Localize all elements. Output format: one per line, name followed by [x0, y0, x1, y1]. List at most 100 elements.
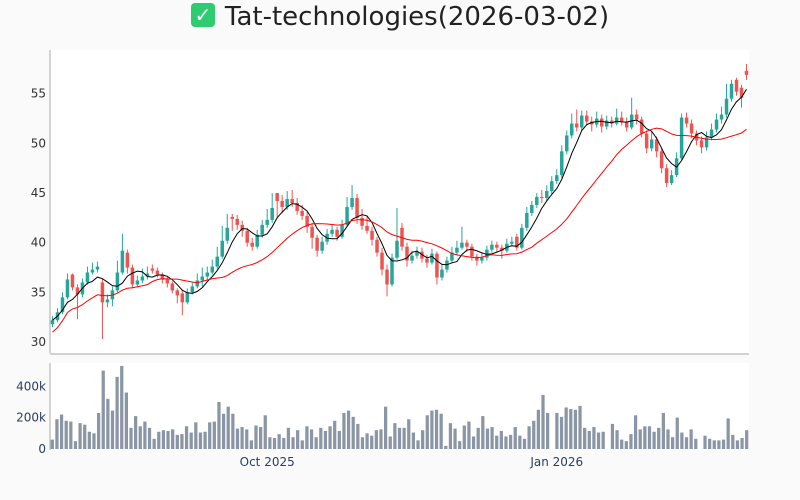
- candle-body: [85, 272, 90, 283]
- candle: [70, 273, 75, 291]
- candle: [510, 236, 514, 247]
- candle: [380, 247, 384, 276]
- candle: [724, 83, 729, 118]
- volume-bar: [59, 414, 64, 449]
- volume-bar: [499, 430, 503, 449]
- volume-bar: [55, 419, 59, 449]
- candle-body: [574, 123, 579, 128]
- candle: [160, 272, 165, 284]
- volume-bar: [421, 430, 425, 449]
- candle-body: [315, 237, 319, 251]
- volume-bar: [513, 427, 517, 449]
- candle: [395, 207, 399, 260]
- volume-bar: [212, 421, 216, 449]
- volume-bar: [541, 394, 545, 449]
- volume-bar: [745, 430, 749, 449]
- candle-body: [729, 83, 734, 99]
- candle-body: [560, 151, 564, 176]
- volume-bar: [268, 437, 272, 449]
- candle-body: [495, 244, 499, 248]
- candle: [120, 233, 125, 275]
- candle: [624, 117, 629, 132]
- volume-bar: [379, 429, 383, 449]
- candle: [739, 84, 744, 108]
- volume-bar: [115, 376, 119, 449]
- candle: [485, 245, 489, 261]
- candle-body: [75, 287, 80, 295]
- candle-body: [270, 207, 274, 220]
- candle-body: [185, 292, 190, 303]
- candle: [450, 246, 454, 264]
- volume-bar: [629, 434, 633, 449]
- volume-bar: [129, 427, 133, 449]
- candle: [574, 109, 579, 132]
- candle-body: [160, 274, 165, 280]
- candle: [115, 260, 120, 293]
- volume-bar: [485, 428, 490, 449]
- volume-bar: [592, 427, 596, 449]
- candle-body: [330, 229, 334, 234]
- volume-bar: [684, 437, 689, 449]
- candle: [150, 264, 155, 274]
- candle-body: [335, 229, 339, 237]
- candle-body: [140, 276, 145, 281]
- candle: [320, 236, 324, 254]
- volume-bar: [134, 416, 138, 449]
- volume-bar: [143, 421, 147, 449]
- candle: [95, 261, 100, 273]
- candle: [295, 198, 299, 215]
- volume-bar: [555, 412, 559, 449]
- volume-bar: [448, 423, 453, 449]
- volume-bar: [735, 440, 740, 449]
- candle-body: [250, 242, 254, 247]
- candle-body: [245, 230, 249, 243]
- volume-bar: [87, 431, 91, 449]
- candle-body: [664, 168, 669, 184]
- candle-body: [210, 266, 215, 273]
- candle-body: [60, 297, 65, 313]
- candle: [90, 262, 95, 275]
- volume-bar: [434, 409, 439, 449]
- volume-bar: [481, 416, 485, 449]
- volume-bar: [277, 434, 281, 449]
- candle-body: [345, 206, 349, 225]
- candle: [65, 273, 70, 300]
- candle: [565, 130, 569, 155]
- candle: [684, 112, 689, 128]
- candle: [105, 294, 110, 308]
- volume-bar: [263, 415, 267, 449]
- moving-averages: [52, 89, 747, 333]
- volume-bar: [657, 427, 661, 449]
- volume-bar: [50, 439, 54, 449]
- candle: [230, 213, 234, 231]
- candle-body: [570, 123, 574, 136]
- volume-bar: [296, 430, 300, 449]
- volume-bar: [217, 401, 221, 449]
- price-tick-label: 40: [31, 236, 46, 250]
- candle-body: [619, 117, 624, 122]
- candle-body: [435, 253, 439, 278]
- volume-bar: [235, 428, 240, 449]
- candle: [370, 226, 374, 246]
- candle: [135, 275, 140, 288]
- candle-body: [255, 234, 259, 247]
- volume-bar: [189, 432, 193, 449]
- volume-bar: [425, 415, 429, 449]
- volume-bar: [120, 365, 124, 449]
- candle-body: [115, 272, 120, 291]
- volume-bar: [342, 412, 346, 449]
- volume-bar: [444, 445, 448, 449]
- candle-body: [470, 246, 474, 257]
- volume-bar: [198, 432, 203, 449]
- candle: [125, 249, 130, 274]
- candle: [550, 176, 554, 195]
- candle: [584, 110, 589, 126]
- candle: [475, 253, 479, 266]
- candle-body: [455, 247, 459, 253]
- candle: [100, 278, 105, 340]
- chart-title: ✓ Tat-technologies(2026-03-02): [0, 0, 800, 34]
- candle: [619, 111, 624, 126]
- volume-bar: [615, 430, 619, 449]
- candle-body: [285, 199, 289, 207]
